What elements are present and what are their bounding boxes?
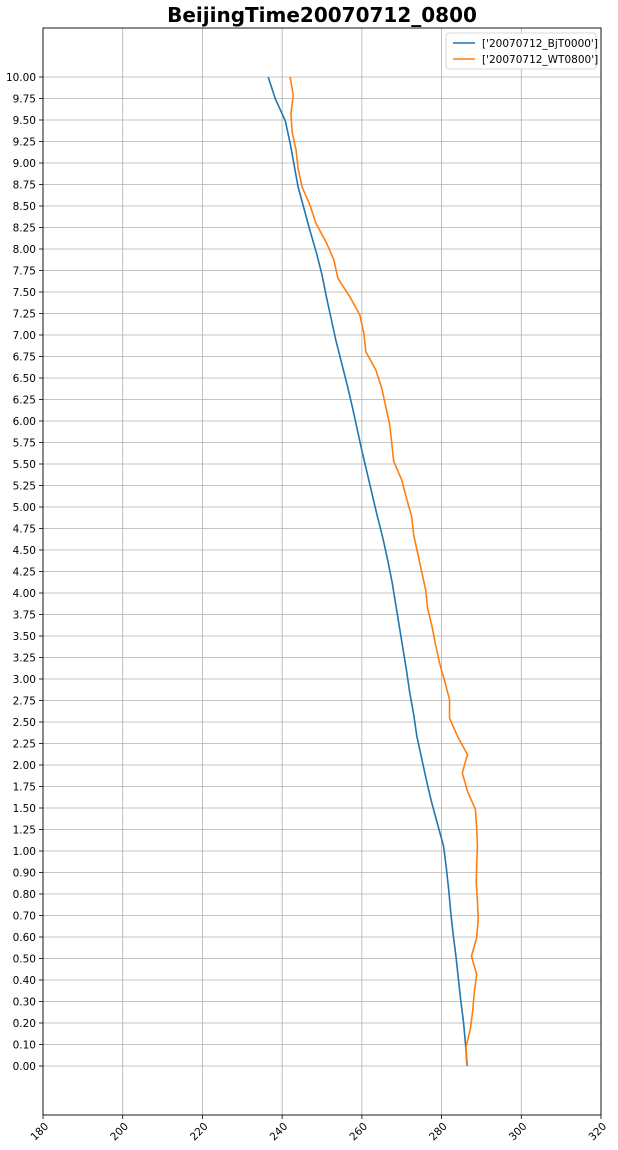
y-tick-label: 7.00: [13, 330, 36, 342]
y-tick-label: 8.25: [13, 223, 36, 235]
y-tick-label: 3.00: [13, 674, 36, 686]
y-tick-label: 9.25: [13, 137, 36, 149]
legend-label-wt0800: ['20070712_WT0800']: [482, 54, 598, 66]
x-tick-label: 260: [347, 1121, 370, 1144]
series-line-wt0800: [289, 76, 480, 1067]
y-tick-label: 0.60: [13, 932, 36, 944]
y-tick-label: 0.50: [13, 954, 36, 966]
y-tick-label: 8.00: [13, 244, 36, 256]
legend: ['20070712_BjT0000'] ['20070712_WT0800']: [445, 32, 598, 70]
y-tick-label: 10.00: [6, 72, 36, 84]
x-tick-label: 320: [587, 1121, 610, 1144]
y-tick-label: 1.75: [13, 782, 36, 794]
y-tick-label: 1.50: [13, 803, 36, 815]
series-lines: [267, 76, 480, 1067]
x-tick-label: 240: [268, 1121, 291, 1144]
y-tick-label: 0.00: [13, 1061, 36, 1073]
y-tick-label: 5.00: [13, 502, 36, 514]
series-line-bjt0000: [267, 76, 468, 1067]
x-ticks: 180 200 220 240 260 280 300 320: [29, 1115, 610, 1144]
legend-box: [445, 32, 597, 70]
y-tick-label: 0.70: [13, 911, 36, 923]
y-tick-label: 5.50: [13, 459, 36, 471]
x-tick-label: 180: [29, 1121, 52, 1144]
x-tick-label: 200: [108, 1121, 131, 1144]
grid: [42, 28, 602, 1115]
y-tick-label: 0.30: [13, 997, 36, 1009]
y-tick-label: 0.40: [13, 975, 36, 987]
y-tick-label: 4.75: [13, 524, 36, 536]
y-tick-label: 4.25: [13, 567, 36, 579]
y-tick-label: 5.75: [13, 438, 36, 450]
x-tick-label: 220: [188, 1121, 211, 1144]
y-tick-label: 3.25: [13, 653, 36, 665]
y-tick-label: 0.90: [13, 868, 36, 880]
y-tick-label: 4.00: [13, 588, 36, 600]
y-tick-label: 6.00: [13, 416, 36, 428]
x-tick-label: 300: [507, 1121, 530, 1144]
y-tick-label: 9.00: [13, 158, 36, 170]
y-tick-label: 2.75: [13, 696, 36, 708]
y-tick-label: 7.25: [13, 309, 36, 321]
y-tick-label: 1.25: [13, 825, 36, 837]
chart-title: BeijingTime20070712_0800: [167, 3, 477, 27]
y-tick-label: 8.75: [13, 180, 36, 192]
y-tick-label: 9.50: [13, 115, 36, 127]
y-tick-label: 6.75: [13, 352, 36, 364]
y-tick-label: 4.50: [13, 545, 36, 557]
y-tick-label: 0.80: [13, 889, 36, 901]
y-tick-label: 5.25: [13, 481, 36, 493]
y-tick-label: 3.50: [13, 631, 36, 643]
y-tick-label: 8.50: [13, 201, 36, 213]
y-tick-label: 9.75: [13, 94, 36, 106]
y-tick-label: 0.20: [13, 1018, 36, 1030]
y-tick-label: 2.25: [13, 739, 36, 751]
y-tick-label: 7.75: [13, 266, 36, 278]
y-tick-label: 3.75: [13, 610, 36, 622]
legend-label-bjt0000: ['20070712_BjT0000']: [482, 38, 598, 50]
y-tick-label: 2.00: [13, 760, 36, 772]
y-ticks: 0.00 0.10 0.20 0.30 0.40 0.50 0.60 0.70 0.80 0.90…: [6, 72, 43, 1073]
y-tick-label: 6.50: [13, 373, 36, 385]
x-tick-label: 280: [427, 1121, 450, 1144]
y-tick-label: 2.50: [13, 717, 36, 729]
y-tick-label: 0.10: [13, 1040, 36, 1052]
y-tick-label: 1.00: [13, 846, 36, 858]
y-tick-label: 6.25: [13, 395, 36, 407]
y-tick-label: 7.50: [13, 287, 36, 299]
